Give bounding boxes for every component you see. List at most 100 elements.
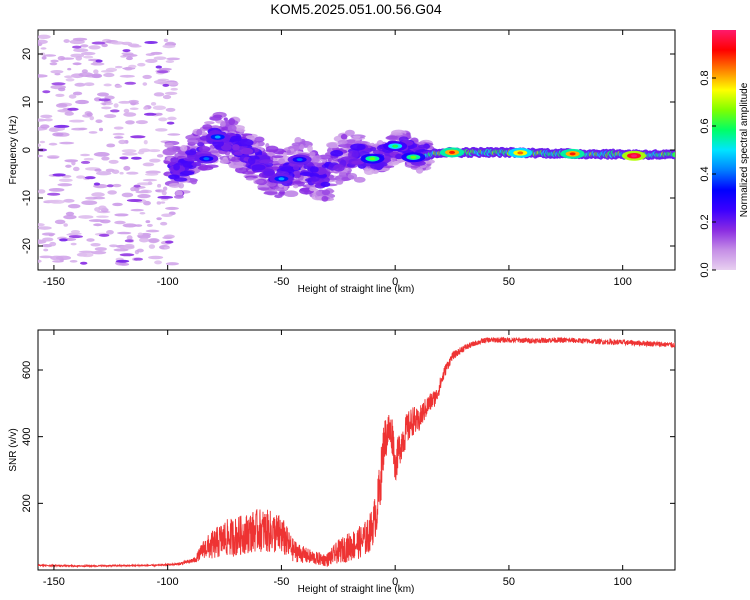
spectrogram-cell [41,56,47,60]
spectrogram-cell [150,101,157,106]
spectrogram-cell [335,179,344,185]
spectrogram-cell [338,143,354,148]
spectrogram-cell [49,62,58,66]
spectrogram-cell [101,106,112,110]
spectrogram-cell [80,252,94,258]
spectrogram-cell [143,106,149,110]
snr-x-axis-label: Height of straight line (km) [298,584,415,595]
spectrogram-cell [219,159,230,164]
spectrogram-cell [113,103,119,108]
spectrogram-cell [254,179,265,184]
spectrogram-cell [106,229,114,235]
spectrogram-cell [123,112,137,117]
spectrogram-cell [81,51,96,56]
spectrogram-cell [39,140,46,144]
spectrogram-cell [64,75,74,79]
spectrogram-cell [221,126,229,131]
spectrogram-cell [227,124,237,132]
x-tick-label: 100 [613,576,631,588]
spectrogram-cell [321,195,329,202]
spectrogram-cell [47,192,61,196]
spectrogram-cell [158,117,168,122]
spectrogram-cell [98,98,111,102]
spectrogram-cell [143,139,148,145]
spectrogram-cell [170,87,178,91]
spectrogram-y-axis: -20 -10 0 10 20 [21,48,675,254]
spectrogram-cell [392,144,399,148]
spectrogram-cell [72,45,82,49]
spectrogram-cell [124,81,137,85]
spectrogram-cell [172,147,177,151]
spectrogram-cell [68,119,85,123]
spectrogram-cell [90,243,101,247]
spectrogram-cell [142,162,155,167]
spectrogram-cell [101,43,108,48]
spectrogram-cell [38,226,52,230]
spectrogram-cell [95,119,103,124]
spectrogram-cell [129,107,139,110]
snr-plot-area [37,329,676,571]
spectrogram-cell [167,133,181,136]
spectrogram-cell [51,82,66,86]
spectrogram-cell [80,160,91,164]
spectrogram-cell [91,73,103,79]
spectrogram-cell [247,157,256,165]
spectrogram-cell [73,48,89,53]
spectrogram-cell [228,165,244,169]
spectrogram-cell [40,124,50,129]
spectrogram-x-axis-label: Height of straight line (km) [298,284,415,295]
spectrogram-cell [91,250,107,255]
x-tick-label: -150 [43,576,65,588]
spectrogram-cell [114,65,123,69]
spectrogram-cell [228,118,236,126]
spectrogram-cell [231,156,236,162]
colorbar-label: Normalized spectral amplitude [739,82,750,217]
snr-y-axis: 200 400 600 [21,361,675,513]
spectrogram-cell [198,145,211,152]
spectrogram-cell [67,67,72,71]
spectrogram-cell [517,151,524,155]
spectrogram-cell [333,164,345,172]
spectrogram-cell [369,157,376,161]
spectrogram-cell [309,166,319,173]
spectrogram-cell [57,183,73,187]
y-tick-label: -20 [21,238,33,254]
spectrogram-cell [43,248,49,252]
colorbar-tick-label: 0.8 [699,70,711,85]
spectrogram-cell [119,245,135,250]
spectrogram-cell [98,233,110,237]
spectrogram-cell [63,223,68,227]
spectrogram-cell [159,67,172,71]
spectrogram-cell [48,187,65,192]
spectrogram-cell [157,183,162,188]
spectrogram-cell [137,194,151,199]
spectrogram-cell [307,145,313,153]
spectrogram-cell [153,79,168,85]
spectrogram-cell [162,83,170,87]
spectrogram-cell [117,231,132,235]
spectrogram-cell [137,62,146,67]
spectrogram-cell [153,56,167,60]
spectrogram-cell [203,157,210,161]
spectrogram-cell [321,189,331,196]
y-tick-label: 0 [21,147,33,153]
snr-series-line [38,336,675,569]
colorbar-gradient [712,30,736,270]
spectrogram-cell [196,128,203,136]
spectrogram-cell [112,183,122,188]
spectrogram-cell [52,132,64,137]
spectrogram-cell [145,229,160,233]
spectrogram-cell [170,157,179,163]
spectrogram-cell [166,57,181,61]
spectrogram-cell [245,177,255,181]
spectrogram-cell [154,260,162,265]
spectrogram-cell [65,164,72,168]
spectrogram-cell [44,118,53,122]
spectrogram-cell [103,83,112,87]
spectrogram-cell [72,166,80,172]
spectrogram-cell [88,219,105,222]
spectrogram-cell [118,139,127,145]
spectrogram-cell [38,34,51,39]
spectrogram-cell [113,126,124,130]
spectrogram-cell [38,189,46,194]
